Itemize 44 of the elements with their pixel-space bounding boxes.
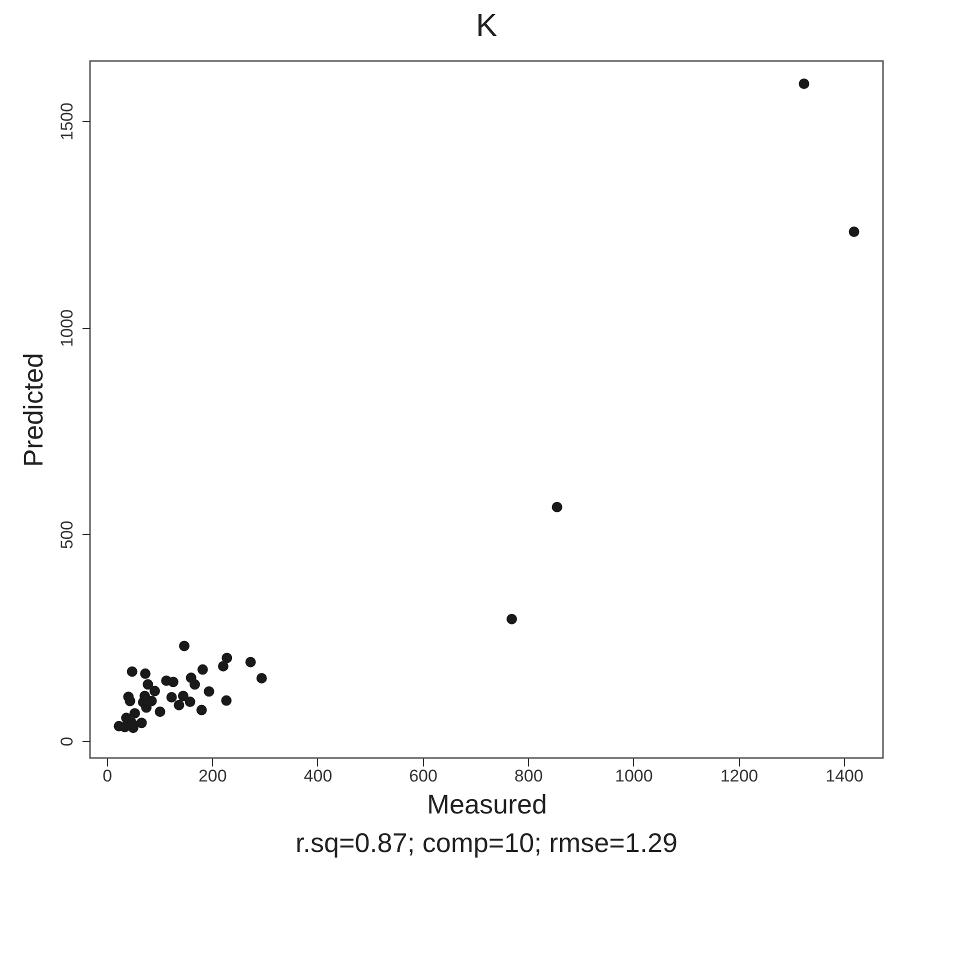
point xyxy=(126,666,138,677)
point xyxy=(136,718,147,728)
x-tick-label: 1200 xyxy=(720,766,758,786)
y-tick-label: 1500 xyxy=(58,102,76,140)
point xyxy=(798,78,810,89)
x-tick-label: 0 xyxy=(102,766,112,786)
point xyxy=(848,226,860,237)
point xyxy=(150,686,160,696)
point xyxy=(130,708,140,719)
point xyxy=(218,660,228,672)
point xyxy=(154,706,166,717)
point xyxy=(142,679,154,690)
point xyxy=(552,502,562,512)
x-axis-title: Measured xyxy=(426,790,548,820)
point xyxy=(174,700,184,710)
y-tick-label: 1000 xyxy=(58,309,76,348)
x-tick-label: 1400 xyxy=(826,766,864,786)
point xyxy=(197,664,208,675)
point xyxy=(196,704,207,716)
point xyxy=(124,696,136,706)
point xyxy=(506,614,518,624)
point xyxy=(204,686,214,697)
point xyxy=(245,656,256,668)
point xyxy=(222,652,232,664)
point xyxy=(140,668,151,679)
point xyxy=(179,640,190,652)
point xyxy=(138,696,148,708)
x-tick-label: 800 xyxy=(514,766,543,786)
x-tick-label: 1000 xyxy=(614,766,653,786)
x-tick-label: 600 xyxy=(409,766,438,786)
point xyxy=(178,690,188,702)
point xyxy=(190,679,200,690)
y-tick-label: 0 xyxy=(58,736,76,746)
point xyxy=(184,696,196,708)
y-axis-title: Predicted xyxy=(18,352,48,468)
x-tick-label: 200 xyxy=(198,766,227,786)
point xyxy=(166,692,177,702)
chart-title: K xyxy=(476,7,498,43)
point xyxy=(221,695,232,706)
x-tick-label: 400 xyxy=(304,766,332,786)
point xyxy=(168,676,178,688)
y-tick-label: 500 xyxy=(58,520,76,550)
point xyxy=(256,672,267,684)
text: r.sq=0.87; comp=10; rmse=1.29 xyxy=(294,828,678,859)
